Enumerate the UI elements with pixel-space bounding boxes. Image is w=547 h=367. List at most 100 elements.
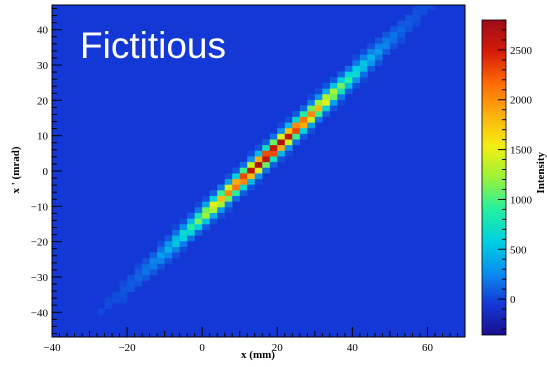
heatmap-cell [157,257,165,264]
y-tick-label: −30 [31,272,49,284]
heatmap-cell [337,71,346,78]
heatmap-cell [254,178,263,185]
heatmap-cell [322,110,331,117]
heatmap-cell [239,190,248,197]
heatmap-cell [209,218,218,225]
heatmap-cell [239,161,248,168]
heatmap-cell [397,20,406,27]
heatmap-cell [419,9,428,16]
heatmap-cell [232,195,241,202]
y-axis-title: x ' (mrad) [10,146,22,193]
heatmap-cell [382,43,391,50]
heatmap-cell [307,94,316,100]
heatmap-cell [179,218,188,225]
heatmap-cell [232,167,241,174]
heatmap-cell [194,223,203,230]
heatmap-cell [329,82,338,89]
heatmap-cell [194,207,203,213]
heatmap-cell [389,26,398,33]
heatmap-cell [284,150,293,157]
heatmap-cell [367,48,376,55]
heatmap-cell [134,263,143,270]
heatmap-cell [322,88,331,95]
heatmap-cell [194,229,203,236]
heatmap-cell [224,173,233,180]
heatmap-cell [284,122,293,129]
heatmap-cell [389,31,398,38]
heatmap-cell [382,37,391,44]
heatmap-cell [269,150,278,157]
heatmap-cell [262,150,271,157]
heatmap-cell [284,139,293,146]
heatmap-cell [194,218,203,225]
heatmap-cell [284,133,293,140]
heatmap-cell [209,195,218,202]
heatmap-cell [404,14,413,21]
heatmap-cell [224,201,233,208]
heatmap-cell [187,235,195,242]
y-tick-label: 20 [37,95,49,107]
heatmap-cell [374,43,383,50]
z-tick-label: 1000 [510,194,533,206]
heatmap-cells [97,5,436,315]
heatmap-cell [187,229,195,236]
heatmap-cell [149,257,158,264]
heatmap-cell [329,88,338,95]
heatmap-cell [112,297,120,304]
color-bar [481,19,507,336]
heatmap-cell [277,139,286,146]
heatmap-cell [202,212,210,219]
heatmap-cell [367,60,376,67]
x-axis: −40 −20 0 20 40 60 [43,327,466,354]
heatmap-cell [164,240,173,247]
heatmap-cell [239,178,248,185]
heatmap-cell [217,195,226,202]
heatmap-cell [119,297,128,304]
heatmap-cell [239,167,248,174]
y-axis: −40 −30 −20 −10 0 10 20 30 40 [31,8,62,334]
x-tick-label: 20 [272,342,284,354]
heatmap-cell [359,77,368,83]
heatmap-cell [104,297,113,304]
heatmap-cell [299,116,308,123]
z-tick-label: 1500 [510,145,533,157]
heatmap-cell [127,286,135,293]
heatmap-cell [397,31,406,38]
heatmap-cell [142,274,150,281]
heatmap-cell [299,110,308,117]
heatmap-cell [104,303,113,310]
heatmap-cell [112,291,120,298]
heatmap-cell [254,161,263,168]
heatmap-cell [284,127,293,134]
heatmap-cell [269,133,278,140]
heatmap-cell [202,218,210,225]
y-tick-label: −40 [31,307,49,319]
y-tick-label: −10 [31,201,49,213]
annotation-text: Fictitious [80,25,226,66]
heatmap-cell [412,9,421,16]
heatmap-cell [299,122,308,129]
heatmap-cell [187,212,195,219]
heatmap-cell [337,77,346,83]
heatmap-cell [224,178,233,185]
y-tick-label: 30 [37,60,49,72]
x-tick-label: 60 [422,342,434,354]
heatmap-cell [412,14,421,21]
heatmap-cell [232,190,241,197]
heatmap-cell [337,88,346,95]
heatmap-cell [382,48,391,55]
heatmap-cell [157,263,165,270]
heatmap-cell [412,20,421,27]
heatmap-cell [247,167,256,174]
heatmap-cell [352,65,361,72]
heatmap-cell [322,94,331,100]
heatmap-cell [359,48,368,55]
heatmap-cell [142,263,150,270]
heatmap-cell [307,127,316,134]
heatmap-cell [172,240,180,247]
z-tick-label: 500 [510,244,527,256]
heatmap-cell [254,173,263,180]
heatmap-cell [314,116,323,123]
heatmap-cell [134,274,143,281]
